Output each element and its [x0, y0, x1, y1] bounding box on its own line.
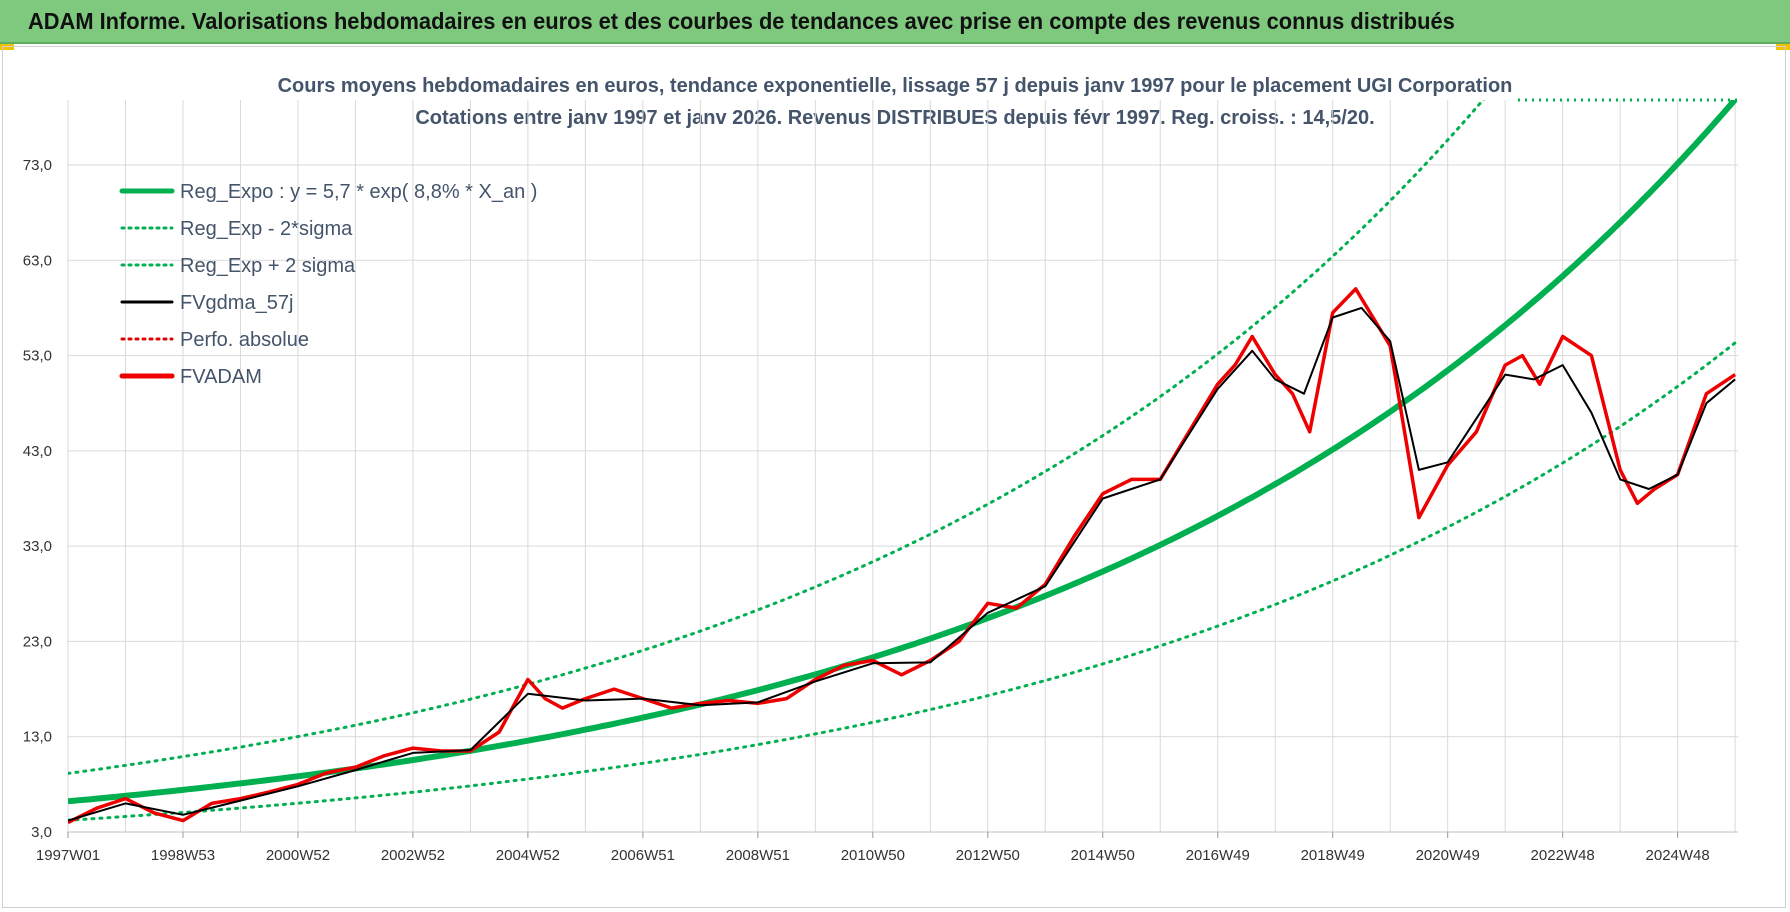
- fvgdma-57j-line: [68, 306, 1736, 822]
- x-tick-label: 2014W50: [1071, 847, 1135, 864]
- reg-exp-plus-2sigma-line: [68, 100, 1485, 775]
- x-tick-label: 2018W49: [1301, 847, 1365, 864]
- y-tick-label: 73,0: [23, 157, 52, 174]
- corner-marker: [0, 44, 14, 50]
- x-tick-label: 2024W48: [1646, 847, 1710, 864]
- legend-label: Reg_Exp - 2*sigma: [180, 218, 353, 240]
- chart-frame: [2, 46, 1786, 908]
- x-tick-label: 2004W52: [496, 847, 560, 864]
- x-tick-label: 2010W50: [841, 847, 905, 864]
- x-tick-label: 2012W50: [956, 847, 1020, 864]
- corner-marker: [1776, 44, 1790, 50]
- reg-exp-minus-2sigma-line: [68, 341, 1737, 822]
- x-tick-label: 2022W48: [1531, 847, 1595, 864]
- x-tick-label: 2002W52: [381, 847, 445, 864]
- chart-subtitle: Cotations entre janv 1997 et janv 2026. …: [415, 107, 1374, 129]
- x-tick-label: 2016W49: [1186, 847, 1250, 864]
- x-tick-label: 1998W53: [151, 847, 215, 864]
- legend-label: Reg_Expo : y = 5,7 * exp( 8,8% * X_an ): [180, 181, 537, 203]
- legend-label: FVADAM: [180, 366, 262, 388]
- x-tick-label: 2008W51: [726, 847, 790, 864]
- fvadam-line: [68, 287, 1737, 825]
- y-tick-label: 53,0: [23, 348, 52, 365]
- x-tick-label: 2006W51: [611, 847, 675, 864]
- x-tick-label: 2020W49: [1416, 847, 1480, 864]
- legend-label: Reg_Exp + 2 sigma: [180, 255, 356, 277]
- report-banner: ADAM Informe. Valorisations hebdomadaire…: [0, 0, 1790, 44]
- x-tick-label: 2000W52: [266, 847, 330, 864]
- report-title: ADAM Informe. Valorisations hebdomadaire…: [28, 8, 1455, 34]
- y-tick-label: 33,0: [23, 538, 52, 555]
- y-tick-label: 43,0: [23, 443, 52, 460]
- y-tick-label: 3,0: [31, 824, 52, 841]
- legend: Reg_Expo : y = 5,7 * exp( 8,8% * X_an ) R…: [119, 181, 537, 388]
- y-tick-label: 23,0: [23, 633, 52, 650]
- chart-title: Cours moyens hebdomadaires en euros, ten…: [278, 75, 1513, 97]
- legend-label: Perfo. absolue: [180, 329, 309, 351]
- legend-label: FVgdma_57j: [180, 292, 293, 314]
- x-tick-label: 1997W01: [36, 847, 100, 864]
- y-tick-label: 63,0: [23, 252, 52, 269]
- y-tick-label: 13,0: [23, 729, 52, 746]
